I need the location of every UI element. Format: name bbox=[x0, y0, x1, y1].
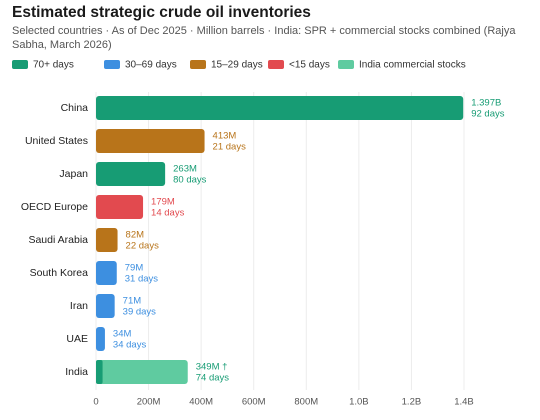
x-tick-label: 400M bbox=[189, 397, 213, 408]
days-label: 21 days bbox=[213, 142, 247, 153]
y-tick-label: Japan bbox=[59, 168, 88, 180]
legend-label: 70+ days bbox=[33, 60, 74, 71]
y-tick-label: India bbox=[65, 366, 88, 378]
y-tick-label: China bbox=[61, 102, 89, 114]
y-tick-label: UAE bbox=[66, 333, 88, 345]
legend-swatch bbox=[268, 60, 284, 69]
y-tick-label: OECD Europe bbox=[21, 201, 88, 213]
legend-label: India commercial stocks bbox=[359, 60, 466, 71]
value-label: 79M bbox=[125, 263, 144, 274]
y-tick-label: Iran bbox=[70, 300, 88, 312]
x-tick-label: 800M bbox=[294, 397, 318, 408]
x-tick-label: 1.4B bbox=[454, 397, 474, 408]
x-tick-label: 0 bbox=[93, 397, 98, 408]
days-label: 74 days bbox=[196, 373, 230, 384]
days-label: 34 days bbox=[113, 340, 147, 351]
bar bbox=[96, 162, 166, 186]
x-tick-label: 600M bbox=[242, 397, 266, 408]
bar bbox=[96, 360, 188, 384]
days-label: 39 days bbox=[123, 307, 157, 318]
bar bbox=[96, 228, 118, 252]
legend-swatch bbox=[104, 60, 120, 69]
bar bbox=[96, 195, 144, 219]
x-tick-label: 1.0B bbox=[349, 397, 369, 408]
days-label: 31 days bbox=[125, 274, 159, 285]
bar bbox=[96, 129, 205, 153]
chart-title: Estimated strategic crude oil inventorie… bbox=[12, 4, 311, 21]
bar-segment bbox=[96, 360, 103, 384]
days-label: 14 days bbox=[151, 208, 185, 219]
legend-label: 15–29 days bbox=[211, 60, 263, 71]
x-tick-label: 200M bbox=[137, 397, 161, 408]
value-label: 179M bbox=[151, 197, 175, 208]
y-tick-label: South Korea bbox=[30, 267, 89, 279]
days-label: 80 days bbox=[173, 175, 207, 186]
value-label: 82M bbox=[126, 230, 145, 241]
value-label: 349M † bbox=[196, 362, 228, 373]
legend-label: 30–69 days bbox=[125, 60, 177, 71]
days-label: 22 days bbox=[126, 241, 160, 252]
y-tick-label: United States bbox=[25, 135, 88, 147]
value-label: 413M bbox=[213, 131, 237, 142]
days-label: 92 days bbox=[471, 109, 505, 120]
value-label: 1.397B bbox=[471, 98, 501, 109]
chart-subtitle: Selected countries · As of Dec 2025 · Mi… bbox=[12, 25, 516, 51]
value-label: 34M bbox=[113, 329, 132, 340]
legend-swatch bbox=[338, 60, 354, 69]
legend-label: <15 days bbox=[289, 60, 330, 71]
bar bbox=[96, 327, 105, 351]
legend-swatch bbox=[12, 60, 28, 69]
y-tick-label: Saudi Arabia bbox=[28, 234, 88, 246]
bar bbox=[96, 261, 117, 285]
value-label: 71M bbox=[123, 296, 142, 307]
bar bbox=[96, 96, 464, 120]
bar bbox=[96, 294, 115, 318]
x-tick-label: 1.2B bbox=[402, 397, 422, 408]
legend-swatch bbox=[190, 60, 206, 69]
value-label: 263M bbox=[173, 164, 197, 175]
